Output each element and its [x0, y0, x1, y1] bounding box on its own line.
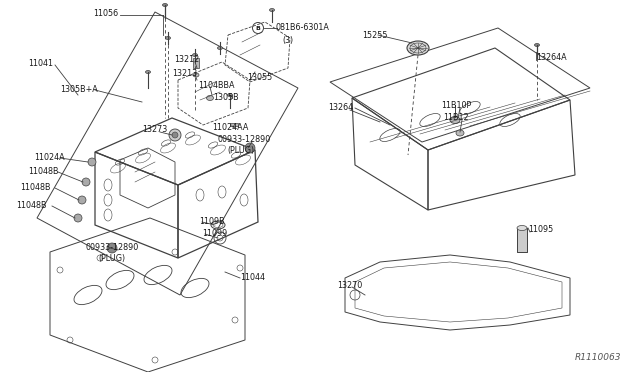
Ellipse shape: [517, 225, 527, 231]
Bar: [517, 228, 527, 252]
Bar: [193, 58, 199, 68]
Text: 13213: 13213: [172, 68, 197, 77]
Circle shape: [88, 158, 96, 166]
Ellipse shape: [456, 130, 464, 136]
Ellipse shape: [269, 9, 275, 12]
Ellipse shape: [163, 3, 168, 6]
Text: 11099: 11099: [202, 228, 227, 237]
Text: 13270: 13270: [337, 280, 362, 289]
Text: 11048B: 11048B: [20, 183, 51, 192]
Circle shape: [107, 243, 117, 253]
Ellipse shape: [407, 41, 429, 55]
Text: 11095: 11095: [528, 225, 553, 234]
Text: 00933-12890: 00933-12890: [217, 135, 270, 144]
Circle shape: [245, 143, 255, 153]
Text: 1305B+A: 1305B+A: [60, 84, 98, 93]
Ellipse shape: [218, 46, 223, 49]
Text: 11024A: 11024A: [34, 153, 65, 161]
Ellipse shape: [450, 116, 460, 124]
Text: 11048B: 11048B: [16, 202, 47, 211]
Text: 13055: 13055: [247, 74, 272, 83]
Text: 081B6-6301A: 081B6-6301A: [276, 22, 330, 32]
Text: 13273: 13273: [142, 125, 167, 135]
Text: B: B: [255, 26, 260, 31]
Text: 11056: 11056: [93, 10, 118, 19]
Text: R1110063: R1110063: [575, 353, 621, 362]
Ellipse shape: [145, 71, 150, 74]
Text: 11044: 11044: [240, 273, 265, 282]
Text: (PLUG): (PLUG): [227, 145, 254, 154]
Text: (PLUG): (PLUG): [98, 253, 125, 263]
Circle shape: [82, 178, 90, 186]
Text: 1109B: 1109B: [199, 217, 225, 225]
Ellipse shape: [227, 93, 232, 96]
Circle shape: [78, 196, 86, 204]
Text: (3): (3): [282, 35, 293, 45]
Text: 11041: 11041: [28, 58, 53, 67]
Ellipse shape: [207, 96, 214, 100]
Ellipse shape: [166, 36, 170, 39]
Text: 15255: 15255: [362, 31, 387, 39]
Circle shape: [74, 214, 82, 222]
Ellipse shape: [534, 44, 540, 46]
Text: 13212: 13212: [174, 55, 199, 64]
Text: 13264: 13264: [328, 103, 353, 112]
Ellipse shape: [193, 54, 198, 57]
Text: 13264A: 13264A: [536, 54, 566, 62]
Circle shape: [172, 132, 178, 138]
Text: 11B12: 11B12: [443, 113, 468, 122]
Text: 00933-12890: 00933-12890: [86, 244, 140, 253]
Text: 11024AA: 11024AA: [212, 122, 248, 131]
Text: 11B10P: 11B10P: [441, 100, 471, 109]
Text: 11048B: 11048B: [28, 167, 58, 176]
Ellipse shape: [193, 73, 199, 77]
Text: 1305B: 1305B: [213, 93, 239, 103]
Text: 1104BBA: 1104BBA: [198, 80, 234, 90]
Bar: [230, 123, 238, 126]
Circle shape: [169, 129, 181, 141]
